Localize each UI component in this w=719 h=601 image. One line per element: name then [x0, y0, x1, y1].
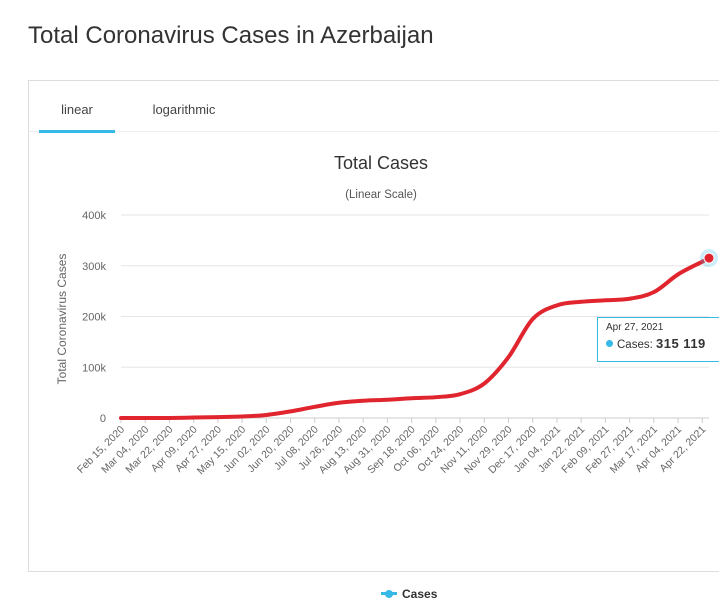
chart-area: Total Cases (Linear Scale) Total Coronav…: [55, 153, 718, 477]
y-axis: 0 100k 200k 300k 400k: [82, 210, 106, 425]
legend-item-cases[interactable]: Cases: [381, 587, 437, 601]
y-axis-title: Total Coronavirus Cases: [55, 254, 69, 385]
tooltip-date: Apr 27, 2021: [606, 322, 664, 333]
y-tick-label: 200k: [82, 312, 106, 324]
chart-title: Total Cases: [334, 153, 428, 173]
legend-label: Cases: [402, 587, 438, 601]
y-tick-label: 400k: [82, 210, 106, 222]
tooltip-series-name: Cases: [617, 339, 650, 351]
y-tick-label: 100k: [82, 362, 106, 374]
scale-tabs: linear logarithmic: [29, 81, 719, 133]
hover-point[interactable]: [703, 252, 715, 264]
legend-marker-icon: [381, 589, 397, 598]
page-title: Total Coronavirus Cases in Azerbaijan: [28, 22, 434, 49]
tab-linear[interactable]: linear: [39, 81, 115, 133]
data-tooltip: Apr 27, 2021 Cases: 315 119: [597, 317, 719, 362]
series-line-cases[interactable]: [119, 256, 711, 421]
y-tick-label: 300k: [82, 261, 106, 273]
chart-subtitle: (Linear Scale): [345, 189, 417, 201]
tab-logarithmic[interactable]: logarithmic: [152, 102, 216, 117]
tooltip-series-dot: [606, 340, 613, 347]
chart-card: linear logarithmic Total Cases (Linear S…: [28, 80, 719, 601]
y-tick-label: 0: [100, 413, 106, 425]
series-cases[interactable]: [119, 249, 718, 421]
tooltip-value: 315 119: [656, 336, 706, 351]
grid-lines: [121, 214, 709, 419]
